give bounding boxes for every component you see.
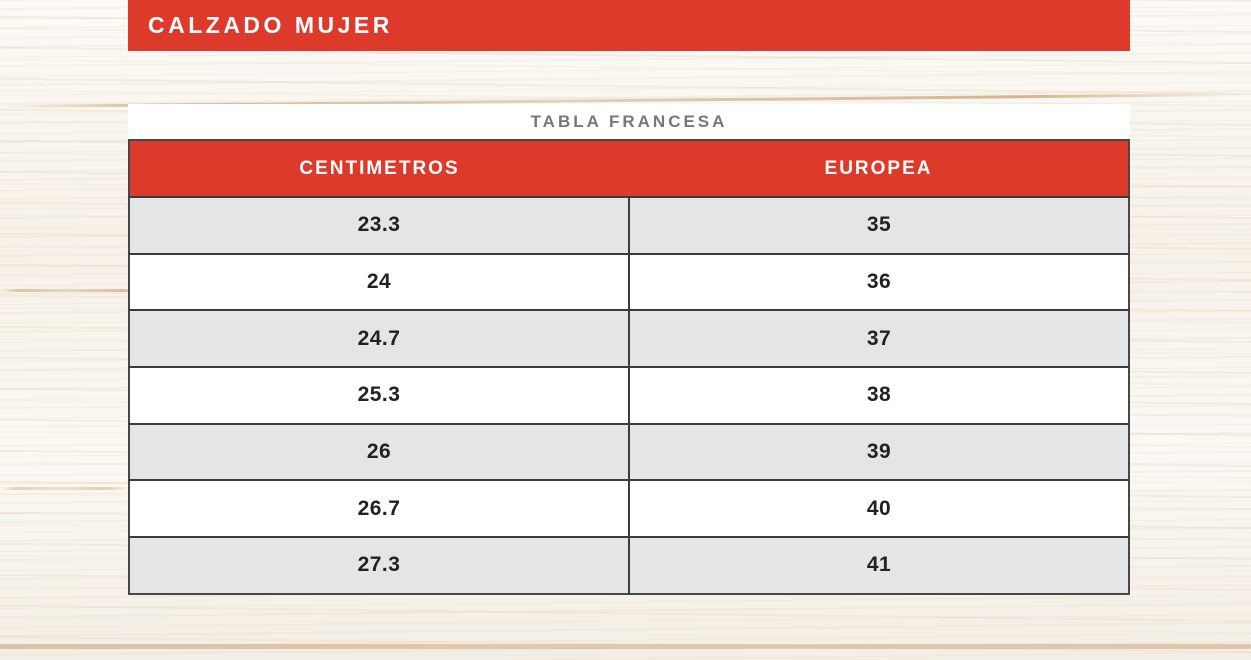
table-row: 27.3 41 xyxy=(129,536,1129,594)
table-cell: 26 xyxy=(129,422,629,481)
section-banner: CALZADO MUJER xyxy=(128,0,1130,51)
table-cell: 25.3 xyxy=(129,366,629,424)
table-cell: 36 xyxy=(628,252,1129,311)
table-cell: 35 xyxy=(628,196,1129,254)
wood-grain-line xyxy=(0,644,1251,649)
wood-grain-line xyxy=(0,289,150,292)
table-row: 25.3 38 xyxy=(129,366,1129,424)
table-cell: 27.3 xyxy=(129,536,629,594)
table-row: 24.7 37 xyxy=(129,309,1129,368)
table-row: 23.3 35 xyxy=(129,196,1129,254)
subtitle-text: TABLA FRANCESA xyxy=(530,111,728,131)
table-cell: 24.7 xyxy=(129,309,629,368)
table-row: 26.7 40 xyxy=(129,479,1129,538)
table-cell: 24 xyxy=(129,252,629,311)
column-header-europea: EUROPEA xyxy=(629,140,1129,197)
table-cell: 41 xyxy=(628,536,1129,594)
wood-grain-line xyxy=(0,487,130,490)
subtitle-bar: TABLA FRANCESA xyxy=(128,104,1130,139)
table-cell: 23.3 xyxy=(129,196,629,254)
size-conversion-table: CENTIMETROS EUROPEA 23.3 35 24 36 24.7 37 25.3… xyxy=(128,139,1130,595)
section-title: CALZADO MUJER xyxy=(148,12,393,38)
table-row: 26 39 xyxy=(129,422,1129,481)
table-cell: 38 xyxy=(628,366,1129,424)
table-cell: 26.7 xyxy=(129,479,629,538)
size-chart-panel: TABLA FRANCESA CENTIMETROS EUROPEA 23.3 3… xyxy=(128,104,1130,595)
table-cell: 40 xyxy=(628,479,1129,538)
table-cell: 39 xyxy=(628,422,1129,481)
column-header-centimeters: CENTIMETROS xyxy=(129,140,629,197)
table-cell: 37 xyxy=(628,309,1129,368)
table-header: CENTIMETROS EUROPEA xyxy=(129,140,1129,197)
table-row: 24 36 xyxy=(129,252,1129,311)
table-body: 23.3 35 24 36 24.7 37 25.3 38 26 39 26.7 40 27.3 41 xyxy=(129,196,1129,594)
